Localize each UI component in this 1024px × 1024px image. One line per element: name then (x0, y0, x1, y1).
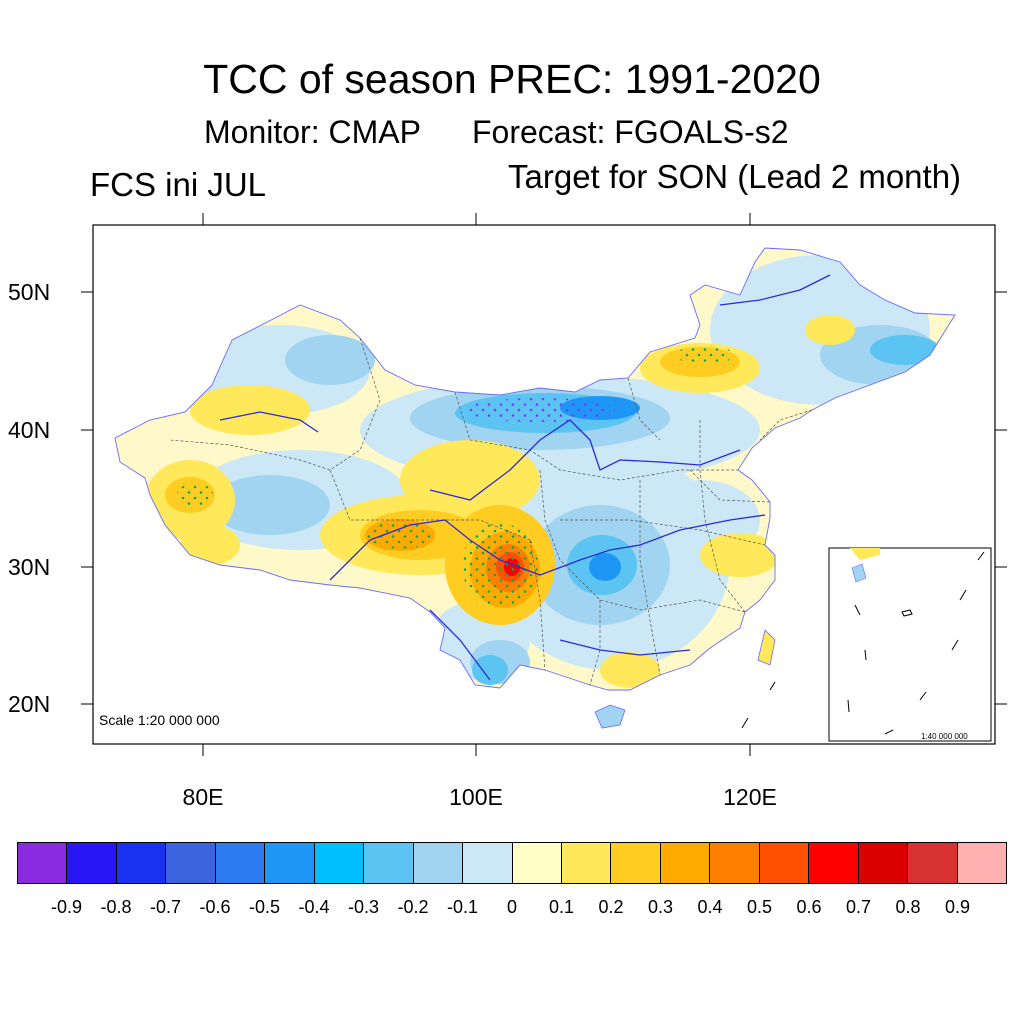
lat-label-30n: 30N (8, 554, 51, 580)
colorbar (17, 842, 1007, 884)
colorbar-label: -0.4 (298, 897, 330, 917)
lon-label-80e: 80E (182, 784, 224, 810)
colorbar-swatch (759, 843, 810, 883)
province-boundaries (169, 337, 813, 686)
maritime-boundary (741, 681, 776, 729)
lat-label-20n: 20N (8, 691, 51, 717)
colorbar-label: -0.2 (397, 897, 429, 917)
colorbar-swatch (611, 843, 661, 883)
colorbar-swatch (314, 843, 365, 883)
colorbar-label: -0.3 (347, 897, 380, 917)
colorbar-label: 0.3 (647, 897, 674, 917)
target-label: Target for SON (Lead 2 month) (508, 158, 962, 195)
lon-label-120e: 120E (723, 784, 777, 810)
colorbar-label: -0.1 (446, 897, 479, 917)
scale-label: Scale 1:20 000 000 (99, 712, 220, 728)
monitor-label: Monitor: CMAP (204, 114, 421, 150)
lon-label-100e: 100E (449, 784, 503, 810)
colorbar-swatch (18, 843, 68, 883)
taiwan-island (757, 629, 776, 666)
lat-label-50n: 50N (8, 279, 51, 305)
colorbar-label: 0.2 (598, 897, 624, 917)
colorbar-swatch (512, 843, 562, 883)
colorbar-label: -0.7 (149, 897, 182, 917)
colorbar-swatch (364, 843, 414, 883)
colorbar-swatch (809, 843, 859, 883)
colorbar-label: -0.9 (50, 897, 83, 917)
colorbar-label: 0.8 (895, 897, 921, 917)
inset-map (828, 547, 992, 742)
axis-ticks (81, 213, 1007, 756)
colorbar-swatch (710, 843, 760, 883)
hainan-island (594, 704, 626, 729)
colorbar-swatch (166, 843, 216, 883)
lat-label-40n: 40N (8, 417, 51, 443)
colorbar-label: 0.5 (746, 897, 773, 917)
inset-contents (847, 548, 985, 735)
rivers (219, 274, 831, 681)
colorbar-label: 0.6 (796, 897, 822, 917)
colorbar-label: 0.1 (548, 897, 575, 917)
colorbar-label: 0.4 (697, 897, 723, 917)
colorbar-label: 0 (506, 897, 517, 917)
colorbar-swatch (67, 843, 117, 883)
colorbar-swatch (116, 843, 167, 883)
colorbar-label: -0.5 (248, 897, 281, 917)
inset-scale-label: 1:40 000 000 (921, 732, 968, 741)
colorbar-label: -0.6 (199, 897, 231, 917)
colorbar-swatch (215, 843, 266, 883)
country-outline (114, 247, 956, 691)
colorbar-swatch (265, 843, 315, 883)
colorbar-swatch (858, 843, 909, 883)
map-title: TCC of season PREC: 1991-2020 (203, 56, 821, 102)
colorbar-swatch (413, 843, 464, 883)
colorbar-swatch (957, 843, 1007, 883)
colorbar-swatch (561, 843, 612, 883)
colorbar-swatch (463, 843, 513, 883)
colorbar-label: 0.9 (944, 897, 971, 917)
colorbar-swatch (660, 843, 711, 883)
forecast-label: Forecast: FGOALS-s2 (472, 114, 789, 150)
colorbar-label: -0.8 (100, 897, 132, 917)
colorbar-swatch (908, 843, 958, 883)
colorbar-label: 0.7 (845, 897, 872, 917)
init-label: FCS ini JUL (90, 166, 267, 203)
